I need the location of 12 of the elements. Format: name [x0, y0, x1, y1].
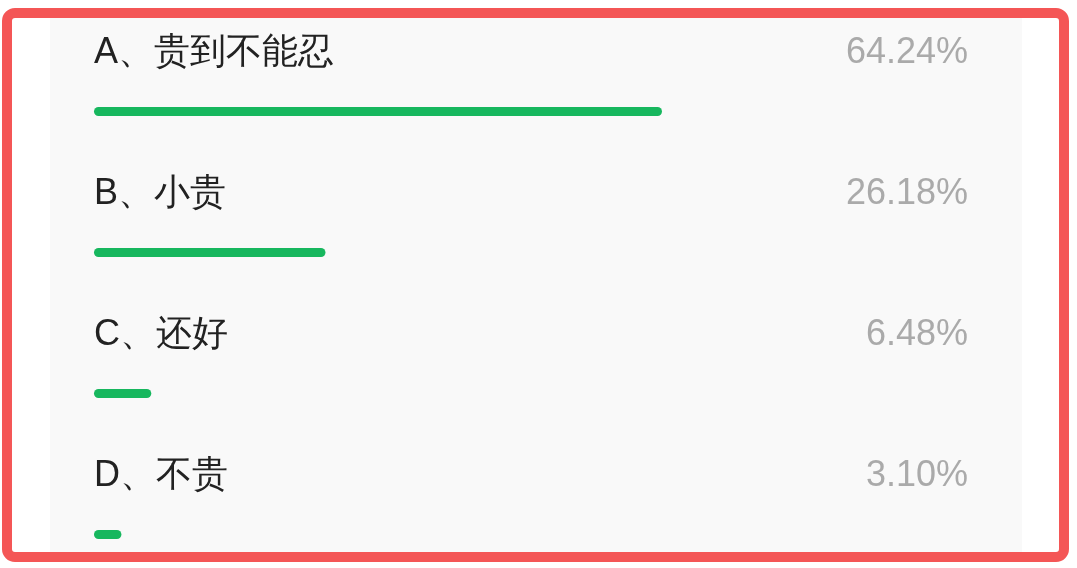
y-tick-label: B、小贵	[94, 171, 227, 212]
y-tick-label: A、贵到不能忍	[94, 30, 335, 71]
bar	[94, 107, 662, 116]
bar	[94, 389, 152, 398]
y-tick-label: D、不贵	[94, 453, 228, 494]
data-label: 3.10%	[865, 453, 968, 494]
y-tick-label: C、还好	[94, 312, 228, 353]
data-label: 64.24%	[845, 30, 968, 71]
data-label: 6.48%	[865, 312, 968, 353]
data-label: 26.18%	[845, 171, 968, 212]
bar	[94, 530, 122, 539]
bar	[94, 248, 326, 257]
